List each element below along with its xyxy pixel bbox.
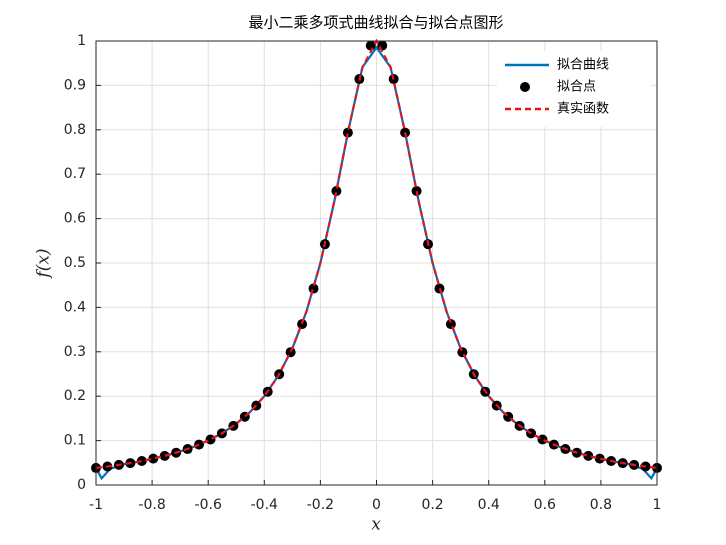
y-tick-label: 0 — [77, 477, 86, 493]
point — [411, 185, 422, 196]
x-axis-label: x — [371, 515, 381, 535]
y-tick-label: 0.2 — [64, 388, 86, 404]
x-tick-label: -0.8 — [138, 497, 165, 513]
point — [342, 127, 353, 138]
legend-swatch — [520, 82, 530, 92]
x-tick-label: -0.2 — [307, 497, 334, 513]
axes-box — [95, 40, 658, 486]
x-tick-label: 1 — [653, 497, 662, 513]
y-tick-label: 0.6 — [64, 211, 86, 227]
point — [365, 40, 376, 51]
chart-title: 最小二乘多项式曲线拟合与拟合点图形 — [248, 14, 503, 32]
point — [594, 453, 605, 464]
x-tick-label: 0.4 — [478, 497, 500, 513]
y-tick-label: 0.4 — [64, 299, 86, 315]
point — [297, 319, 308, 330]
point — [148, 453, 159, 464]
y-tick-label: 0.3 — [64, 344, 86, 360]
legend-label: 拟合点 — [557, 80, 596, 95]
legend-label: 真实函数 — [557, 102, 609, 117]
point — [136, 456, 147, 467]
y-tick-label: 0.7 — [64, 166, 86, 182]
x-tick-label: 0 — [372, 497, 381, 513]
point — [285, 347, 296, 358]
x-tick-label: -0.4 — [251, 497, 278, 513]
data-layer — [91, 38, 662, 481]
y-axis-label: f(x) — [34, 248, 54, 279]
x-tick-label: -1 — [89, 497, 103, 513]
point — [583, 450, 594, 461]
x-tick-label: -0.6 — [195, 497, 222, 513]
y-tick-label: 0.8 — [64, 122, 86, 138]
legend-label: 拟合曲线 — [557, 58, 609, 73]
y-tick-label: 0.9 — [64, 77, 86, 93]
point — [377, 40, 388, 51]
y-tick-label: 0.1 — [64, 433, 86, 449]
point — [331, 185, 342, 196]
point — [159, 450, 170, 461]
y-tick-label: 0.5 — [64, 255, 86, 271]
x-tick-label: 0.2 — [421, 497, 443, 513]
y-tick-label: 1 — [77, 33, 86, 49]
x-tick-label: 0.8 — [590, 497, 612, 513]
point — [205, 434, 216, 445]
point — [308, 283, 319, 294]
point — [457, 347, 468, 358]
x-tick-label: 0.6 — [534, 497, 556, 513]
point — [537, 434, 548, 445]
